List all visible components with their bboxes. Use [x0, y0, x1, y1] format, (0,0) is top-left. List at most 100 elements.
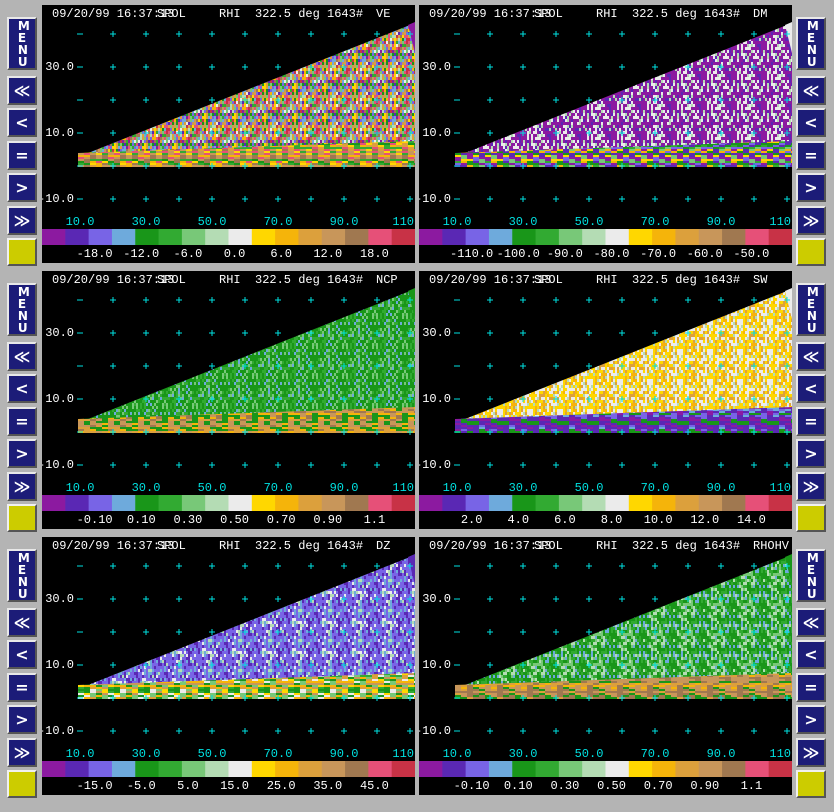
nav-button[interactable]: =	[796, 407, 826, 436]
nav-button[interactable]: ≫	[796, 472, 826, 501]
y-axis-label: -10.0	[419, 724, 451, 738]
nav-button[interactable]: >	[796, 705, 826, 734]
grid-plus	[143, 462, 149, 468]
nav-button[interactable]: ≫	[796, 738, 826, 767]
nav-button[interactable]: <	[796, 374, 826, 403]
x-axis-label: 30.0	[509, 481, 538, 495]
menu-button[interactable]: MENU	[7, 549, 37, 602]
panel-canvas: 09/20/99 16:37:13SPOL RHI 322.5 deg 1643#…	[42, 271, 415, 529]
header-scan: RHI 322.5 deg 1643#	[596, 539, 740, 553]
colorbar-swatch	[536, 761, 560, 777]
nav-button[interactable]: =	[796, 673, 826, 702]
grid-plus	[308, 297, 314, 303]
nav-button[interactable]: =	[796, 141, 826, 170]
grid-plus	[143, 629, 149, 635]
nav-button[interactable]: ≪	[7, 76, 37, 105]
menu-button[interactable]: MENU	[796, 549, 826, 602]
nav-button[interactable]: ≫	[7, 472, 37, 501]
colorbar-swatch	[652, 761, 676, 777]
grid-plus	[209, 363, 215, 369]
colorbar-swatch	[489, 229, 513, 245]
menu-button[interactable]: MENU	[7, 17, 37, 70]
nav-button[interactable]: <	[7, 108, 37, 137]
menu-button[interactable]: MENU	[7, 283, 37, 336]
nav-button[interactable]: ≫	[7, 738, 37, 767]
grid-plus	[487, 563, 493, 569]
grid-plus	[110, 629, 116, 635]
grid-plus	[586, 462, 592, 468]
nav-button[interactable]: =	[7, 407, 37, 436]
colorbar-label: 0.70	[644, 779, 673, 793]
x-axis-label: 110	[769, 747, 791, 761]
status-button[interactable]	[7, 504, 37, 532]
colorbar-swatch	[159, 229, 183, 245]
grid-plus	[209, 629, 215, 635]
nav-button[interactable]: ≫	[7, 206, 37, 235]
status-button[interactable]	[796, 238, 826, 266]
grid-plus	[110, 130, 116, 136]
nav-button[interactable]: <	[7, 374, 37, 403]
nav-button[interactable]: >	[796, 173, 826, 202]
x-axis-label: 30.0	[509, 747, 538, 761]
grid-plus	[520, 563, 526, 569]
nav-button[interactable]: >	[7, 705, 37, 734]
panel-canvas: 09/20/99 16:37:13SPOL RHI 322.5 deg 1643#…	[42, 5, 415, 263]
colorbar-label: 1.1	[741, 779, 763, 793]
nav-button[interactable]: ≪	[796, 608, 826, 637]
grid-plus	[487, 31, 493, 37]
grid-plus	[652, 563, 658, 569]
nav-button[interactable]: ≪	[7, 342, 37, 371]
nav-button[interactable]: =	[7, 141, 37, 170]
grid-plus	[619, 196, 625, 202]
status-button[interactable]	[796, 504, 826, 532]
colorbar-label: 0.30	[173, 513, 202, 527]
status-button[interactable]	[7, 770, 37, 798]
colorbar-swatch	[466, 761, 490, 777]
grid-plus	[275, 330, 281, 336]
nav-button[interactable]: ≪	[7, 608, 37, 637]
header-scan: RHI 322.5 deg 1643#	[596, 7, 740, 21]
x-axis-label: 70.0	[264, 747, 293, 761]
nav-button[interactable]: <	[7, 640, 37, 669]
grid-plus	[143, 728, 149, 734]
grid-plus	[110, 31, 116, 37]
colorbar-swatch	[275, 229, 299, 245]
menu-button[interactable]: MENU	[796, 17, 826, 70]
nav-button[interactable]: >	[7, 173, 37, 202]
grid-plus	[586, 31, 592, 37]
grid-plus	[718, 196, 724, 202]
grid-plus	[407, 462, 413, 468]
colorbar-swatch	[42, 229, 66, 245]
status-button[interactable]	[7, 238, 37, 266]
colorbar-label: 45.0	[360, 779, 389, 793]
nav-button[interactable]: =	[7, 673, 37, 702]
x-axis-label: 10.0	[66, 481, 95, 495]
nav-button[interactable]: ≫	[796, 206, 826, 235]
nav-button[interactable]: ≪	[796, 342, 826, 371]
menu-button[interactable]: MENU	[796, 283, 826, 336]
grid-plus	[619, 596, 625, 602]
grid-plus	[784, 462, 790, 468]
grid-plus	[407, 196, 413, 202]
colorbar-swatch	[722, 495, 746, 511]
nav-button[interactable]: >	[7, 439, 37, 468]
menu-label: MENU	[18, 20, 26, 68]
colorbar-swatch	[368, 229, 392, 245]
nav-button[interactable]: ≪	[796, 76, 826, 105]
nav-button[interactable]: <	[796, 108, 826, 137]
colorbar-swatch	[275, 761, 299, 777]
nav-button[interactable]: >	[796, 439, 826, 468]
grid-plus	[487, 462, 493, 468]
grid-plus	[242, 31, 248, 37]
grid-plus	[176, 330, 182, 336]
grid-plus	[275, 728, 281, 734]
colorbar-swatch	[229, 495, 253, 511]
grid-plus	[586, 563, 592, 569]
grid-plus	[275, 196, 281, 202]
colorbar-swatch	[442, 495, 466, 511]
grid-plus	[751, 728, 757, 734]
status-button[interactable]	[796, 770, 826, 798]
grid-plus	[341, 31, 347, 37]
nav-button[interactable]: <	[796, 640, 826, 669]
grid-plus	[209, 563, 215, 569]
